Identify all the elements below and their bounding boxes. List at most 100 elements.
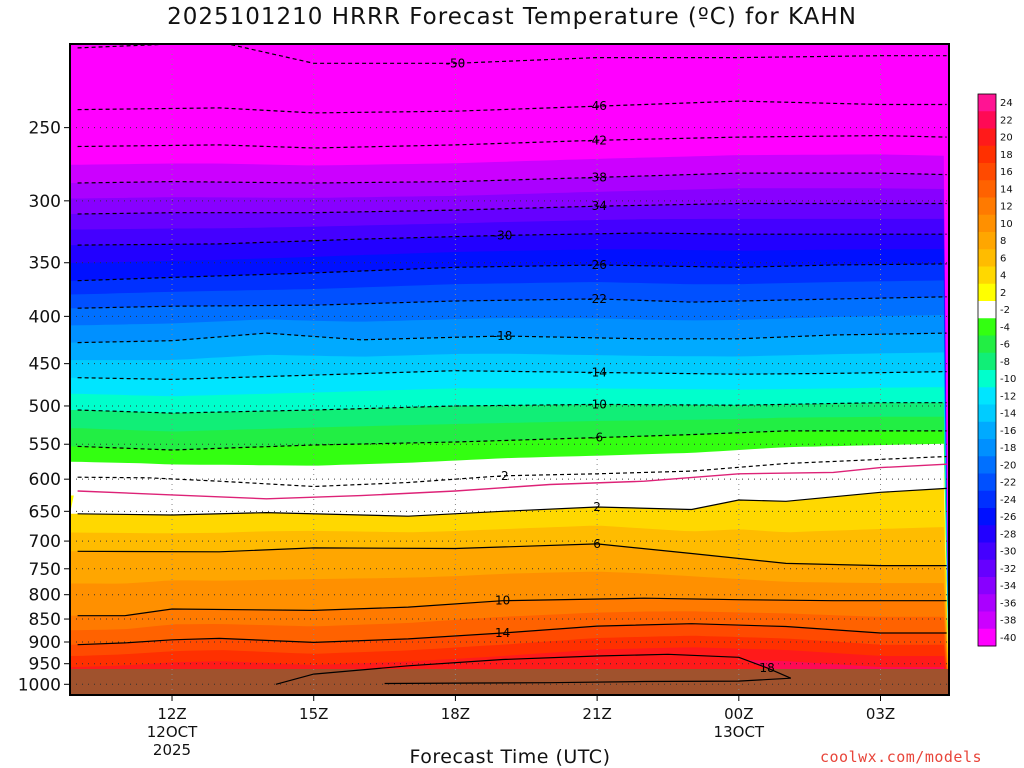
contour-label--46: -46 [587,99,607,113]
colorbar-swatch-24 [978,94,996,112]
x-axis-title: Forecast Time (UTC) [409,746,611,768]
colorbar-swatch-18 [978,145,996,164]
x-tick-label-03Z: 03Z [866,705,895,723]
contour--10 [77,402,947,414]
colorbar-label--12: -12 [1000,391,1016,402]
credit-link[interactable]: coolwx.com/models [820,748,983,766]
y-tick-label-600: 600 [29,470,61,490]
colorbar-swatch-12 [978,197,996,216]
colorbar-label-16: 16 [1000,167,1013,178]
contour--38 [77,172,947,184]
colorbar-frame [977,93,997,647]
colorbar-label--40: -40 [1000,633,1016,644]
colorbar-swatch--36 [978,594,996,612]
colorbar-swatch--12 [978,387,996,405]
colorbar-label-18: 18 [1000,150,1013,161]
y-tick-label-400: 400 [29,307,61,327]
colorbar-swatch--6 [978,335,996,354]
contour-label--18: -18 [493,329,513,343]
colorbar-swatch--26 [978,508,996,526]
colorbar-label-4: 4 [1000,271,1006,282]
y-tick-label-700: 700 [29,532,61,552]
contour-18 [275,653,792,685]
contour--30 [77,232,947,246]
colorbar-swatch--24 [978,490,996,509]
colorbar-swatch--32 [978,559,996,578]
x-tick-label-00Z: 00Z [724,705,753,723]
colorbar-label--8: -8 [1000,357,1010,368]
contour-label--14: -14 [587,365,607,379]
isotherm-contours [77,44,947,685]
contour-label-10: 10 [495,594,510,608]
y-tick-label-850: 850 [29,610,61,630]
colorbar-label--32: -32 [1000,564,1016,575]
colorbar: 24 22 20 18 16 14 12 10 8 6 4 2 -2 -4 -6 -8 -10 -12 -14 -16… [977,93,1016,647]
colorbar-swatch--38 [978,611,996,630]
x-tick-label-12Z: 12Z [157,705,186,723]
contour--18 [77,332,947,344]
x-tick-label-12OCT: 12OCT [147,723,198,741]
contour--2 [77,455,947,488]
colorbar-label-10: 10 [1000,219,1013,230]
colorbar-label--28: -28 [1000,529,1016,540]
x-tick-label-13OCT: 13OCT [714,723,765,741]
y-tick-label-800: 800 [29,586,61,606]
colorbar-swatch--34 [978,577,996,595]
colorbar-label--6: -6 [1000,340,1010,351]
contour-label--2: -2 [497,469,509,483]
colorbar-label--20: -20 [1000,460,1016,471]
colorbar-label--24: -24 [1000,495,1016,506]
colorbar-swatch-20 [978,128,996,147]
y-tick-label-750: 750 [29,560,61,580]
colorbar-label-22: 22 [1000,115,1013,126]
colorbar-label-20: 20 [1000,133,1013,144]
plot-frame [69,43,950,696]
colorbar-label--16: -16 [1000,426,1016,437]
colorbar-swatch--4 [978,318,996,336]
contour-6 [77,543,947,567]
y-tick-label-550: 550 [29,435,61,455]
contour-label--34: -34 [587,199,607,213]
colorbar-swatch-8 [978,232,996,250]
y-tick-label-450: 450 [29,355,61,375]
colorbar-label--14: -14 [1000,409,1016,420]
contour-label--50: -50 [446,56,466,70]
colorbar-swatch--10 [978,370,996,388]
colorbar-swatch--14 [978,404,996,423]
colorbar-label-8: 8 [1000,236,1006,247]
colorbar-swatch--28 [978,525,996,543]
colorbar-label--18: -18 [1000,443,1016,454]
contour-freezing [77,463,947,500]
colorbar-label--2: -2 [1000,305,1010,316]
contour-label-6: 6 [593,537,601,551]
colorbar-label-2: 2 [1000,288,1006,299]
contour-labels: -50-46-42-38-34-30-26-22-18-14-10-6-2261… [446,56,775,675]
contour-label--6: -6 [591,431,603,445]
colorbar-label-12: 12 [1000,202,1013,213]
contour-label--38: -38 [587,170,607,184]
contour-label-2: 2 [593,500,601,514]
horizontal-gridlines [70,127,949,685]
y-tick-label-350: 350 [29,254,61,274]
vertical-gridlines [171,44,882,695]
colorbar-swatch-6 [978,249,996,267]
band-zero [70,456,944,516]
contour-label--42: -42 [587,133,607,147]
colorbar-swatch--22 [978,473,996,492]
contour-label--10: -10 [587,397,607,411]
colorbar-swatch--40 [978,628,996,647]
contour--34 [77,202,947,215]
chart-title: 2025101210 HRRR Forecast Temperature (ºC… [167,4,857,30]
colorbar-label--26: -26 [1000,512,1016,523]
contour--50 [77,44,947,64]
contour--14 [77,370,947,381]
contour-14 [77,623,947,646]
contour-label-14: 14 [495,626,510,640]
contour-10 [77,597,947,617]
contour-2 [77,487,947,517]
colorbar-label-24: 24 [1000,98,1013,109]
colorbar-label--38: -38 [1000,616,1016,627]
contour--46 [77,100,947,114]
colorbar-swatch-2 [978,283,996,302]
